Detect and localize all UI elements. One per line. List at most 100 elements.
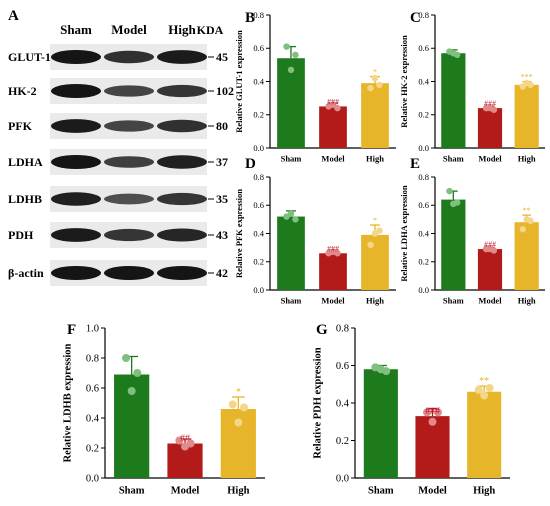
- y-tick-label: 0.2: [86, 444, 99, 455]
- y-tick-label: 0.4: [418, 76, 429, 86]
- y-tick-label: 0.2: [336, 436, 349, 447]
- chart-panel-c: C 0.0 0.2 0.4 0.6 0.8 Relative HK-2 expression…: [399, 10, 545, 164]
- chart-panel-e: E 0.0 0.2 0.4 0.6 0.8 Relative LDHA expression…: [399, 156, 545, 306]
- data-point: [523, 79, 530, 87]
- y-tick-label: 0.0: [253, 285, 264, 295]
- data-point: [376, 365, 385, 374]
- panel-letter: D: [245, 156, 256, 172]
- x-tick-label: High: [366, 154, 384, 164]
- significance-label: ###: [327, 244, 339, 253]
- blot-kda-value: 45: [216, 50, 228, 64]
- data-point: [181, 442, 189, 451]
- data-point: [486, 104, 494, 112]
- blot-band: [104, 120, 154, 132]
- bar: [277, 58, 305, 148]
- blot-band: [104, 266, 154, 280]
- significance-label: *: [236, 387, 241, 398]
- y-axis-label: Relative GLUT-1 expression: [234, 30, 244, 133]
- x-tick-label: Model: [418, 486, 447, 497]
- blot-row-label: PFK: [8, 119, 33, 133]
- bar: [514, 222, 539, 290]
- blot-band: [157, 84, 207, 98]
- blot-band: [157, 50, 207, 64]
- data-point: [423, 408, 432, 417]
- panel-letter: G: [316, 322, 328, 338]
- blot-kda-value: 43: [216, 228, 228, 242]
- significance-label: ###: [327, 97, 339, 106]
- bar: [477, 108, 503, 148]
- bar-charts: B 0.0 0.2 0.4 0.6 0.8 Relative GLUT-1 expressi…: [62, 10, 545, 497]
- western-blot-panel: A KDA Sham Model High GLUT-1 45 HK-2 102 PFK 80 L…: [8, 8, 234, 286]
- x-tick-label: High: [473, 486, 495, 497]
- data-point: [433, 408, 442, 417]
- data-point: [122, 354, 131, 362]
- bar: [477, 249, 503, 290]
- chart-panel-b: B 0.0 0.2 0.4 0.6 0.8 Relative GLUT-1 expressi…: [234, 10, 396, 164]
- chart-panel-f: F 0.0 0.2 0.4 0.6 0.8 1.0 Relative LDHB express…: [62, 322, 265, 497]
- blot-row-label: GLUT-1: [8, 50, 51, 64]
- data-point: [334, 104, 341, 112]
- blot-kda-value: 80: [216, 119, 228, 133]
- y-tick-label: 0.6: [336, 361, 349, 372]
- y-axis-label: Relative PFK expression: [234, 189, 244, 278]
- blot-band: [157, 228, 207, 242]
- chart-panel-d: D 0.0 0.2 0.4 0.6 0.8 Relative PFK expression S…: [234, 156, 396, 306]
- x-tick-label: Sham: [443, 154, 464, 164]
- significance-label: ##: [180, 434, 190, 445]
- y-tick-label: 1.0: [86, 324, 99, 335]
- blot-band: [51, 155, 101, 169]
- data-point: [446, 187, 453, 195]
- blot-column-header: Sham: [60, 22, 92, 37]
- y-tick-label: 0.2: [418, 257, 429, 267]
- blot-column-header: High: [168, 22, 196, 37]
- y-tick-label: 0.6: [86, 384, 99, 395]
- y-tick-label: 0.8: [86, 354, 99, 365]
- blot-band: [104, 156, 154, 168]
- blot-row-label: HK-2: [8, 84, 37, 98]
- kda-header: KDA: [197, 23, 224, 37]
- bar: [514, 84, 539, 148]
- x-tick-label: Model: [171, 486, 200, 497]
- significance-label: **: [523, 206, 531, 215]
- y-tick-label: 0.6: [418, 43, 429, 53]
- y-axis-label: Relative HK-2 expression: [399, 35, 409, 128]
- x-tick-label: Model: [478, 154, 502, 164]
- blot-band: [104, 50, 154, 64]
- blot-kda-value: 42: [216, 266, 228, 280]
- y-tick-label: 0.4: [418, 228, 429, 238]
- y-tick-label: 0.8: [418, 10, 429, 20]
- blot-kda-value: 35: [216, 192, 228, 206]
- data-point: [523, 216, 530, 223]
- blot-row-label: LDHA: [8, 155, 43, 169]
- blot-band: [157, 266, 207, 280]
- y-tick-label: 0.6: [418, 200, 429, 210]
- panel-letter: F: [67, 322, 76, 338]
- y-axis-label: Relative LDHB expression: [62, 343, 73, 462]
- significance-label: *: [373, 68, 377, 77]
- y-tick-label: 0.4: [336, 399, 350, 410]
- bar: [361, 234, 389, 290]
- y-tick-label: 0.2: [253, 110, 264, 120]
- data-point: [367, 241, 374, 249]
- significance-label: ###: [425, 406, 440, 417]
- y-tick-label: 0.2: [253, 257, 264, 267]
- y-tick-label: 0.8: [253, 10, 264, 20]
- chart-panel-g: G 0.0 0.2 0.4 0.6 0.8 Relative PDH expression S…: [312, 322, 510, 497]
- data-point: [329, 101, 337, 109]
- y-tick-label: 0.0: [418, 143, 429, 153]
- x-tick-label: High: [518, 154, 536, 164]
- blot-band: [51, 119, 101, 133]
- x-tick-label: Sham: [443, 296, 464, 306]
- data-point: [175, 436, 184, 445]
- bar: [467, 391, 502, 478]
- significance-label: ***: [521, 73, 533, 82]
- data-point: [519, 226, 527, 233]
- panel-letter: E: [410, 156, 420, 172]
- bar: [363, 369, 398, 478]
- blot-column-header: Model: [111, 22, 147, 37]
- y-tick-label: 0.8: [336, 324, 349, 335]
- data-point: [428, 417, 437, 426]
- x-tick-label: Sham: [281, 296, 302, 306]
- blot-band: [104, 85, 154, 97]
- y-axis-label: Relative LDHA expression: [399, 185, 409, 281]
